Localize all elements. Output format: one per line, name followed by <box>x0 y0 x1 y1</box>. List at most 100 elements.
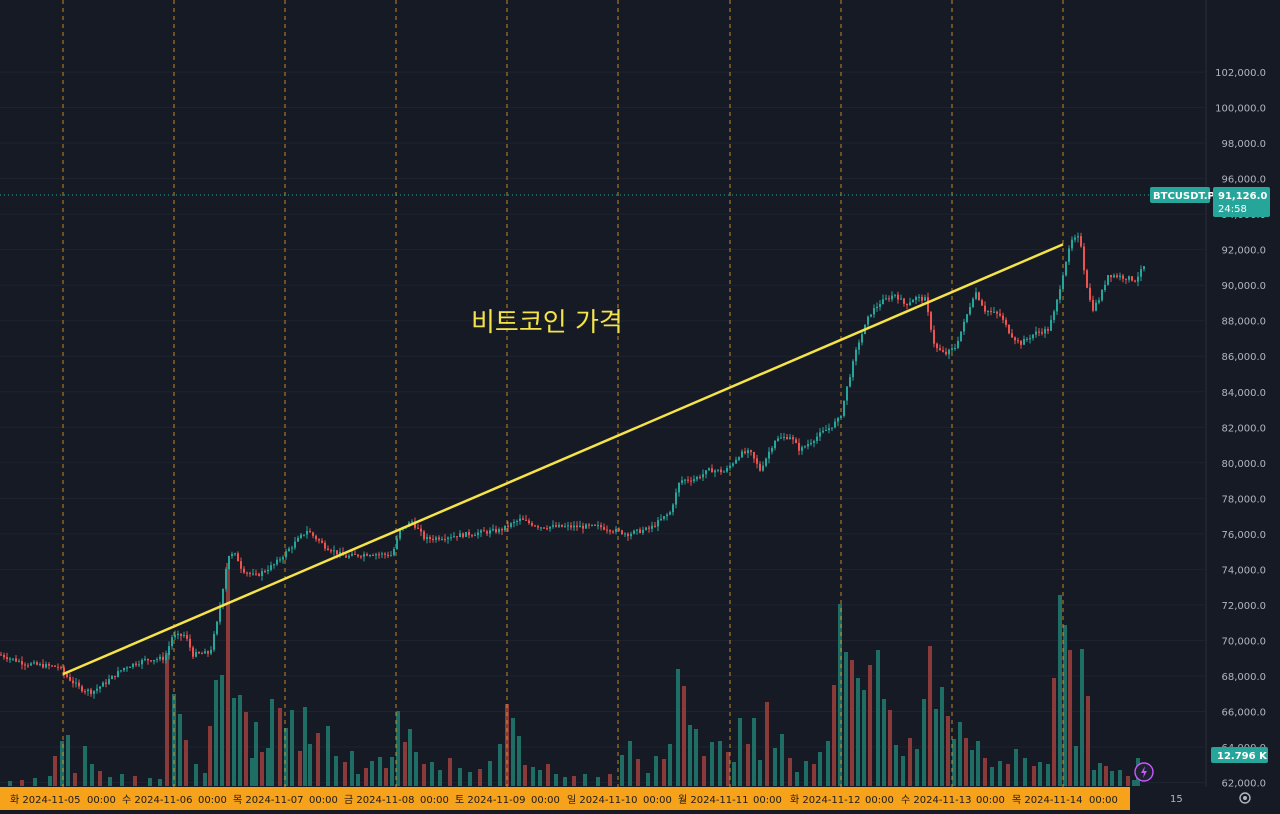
volume-bar <box>430 762 434 786</box>
candle-body <box>399 529 401 539</box>
x-tick-label: 일 2024-11-10 <box>567 794 638 806</box>
candle-body <box>768 451 770 459</box>
candle-body <box>936 343 938 349</box>
time-axis[interactable]: 화 2024-11-05 00:00 수 2024-11-06 00:00 목 2024… <box>10 794 1118 806</box>
x-tick-label: 00:00 <box>531 795 560 806</box>
candle-body <box>72 680 74 684</box>
candle-body <box>777 438 779 441</box>
volume-bar <box>194 764 198 786</box>
volume-bar <box>316 733 320 786</box>
candle-body <box>1086 270 1088 288</box>
settings-gear-icon[interactable] <box>1239 792 1251 804</box>
candle-body <box>1059 289 1061 300</box>
candle-body <box>912 299 914 303</box>
candle-body <box>732 463 734 466</box>
candle-body <box>603 527 605 530</box>
volume-bar <box>458 768 462 786</box>
volume-bar <box>343 762 347 786</box>
candle-body <box>1068 248 1070 262</box>
candle-body <box>306 530 308 535</box>
candle-body <box>252 573 254 575</box>
candle-body <box>144 658 146 660</box>
volume-bar <box>364 768 368 786</box>
candle-body <box>174 635 176 638</box>
annotation-text[interactable]: 비트코인 가격 <box>471 308 623 338</box>
candle-body <box>132 663 134 667</box>
volume-bar <box>654 756 658 786</box>
candle-body <box>516 520 518 522</box>
candle-body <box>1104 284 1106 290</box>
candle-body <box>606 529 608 531</box>
x-tick-label: 화 2024-11-05 <box>10 794 81 806</box>
candle-body <box>240 561 242 569</box>
axis-footer-label[interactable]: 15 <box>1170 794 1183 805</box>
volume-bar <box>403 742 407 786</box>
lightning-icon-glyph <box>1141 766 1147 778</box>
candle-body <box>588 524 590 526</box>
candle-body <box>54 665 56 667</box>
candle-body <box>369 555 371 557</box>
volume-bar <box>53 756 57 786</box>
candle-body <box>780 437 782 439</box>
volume-bar <box>266 748 270 786</box>
trendline[interactable] <box>62 243 1064 676</box>
candle-body <box>360 556 362 558</box>
volume-bar <box>1098 763 1102 786</box>
candle-body <box>750 450 752 453</box>
candle-body <box>618 528 620 531</box>
symbol-label: BTCUSDT.P <box>1153 191 1215 202</box>
candle-body <box>363 554 365 557</box>
volume-bar <box>214 680 218 786</box>
candle-body <box>1038 331 1040 333</box>
candle-body <box>879 304 881 307</box>
candle-body <box>807 444 809 447</box>
candle-body <box>384 553 386 555</box>
volume-bar <box>238 695 242 786</box>
volume-bar <box>278 708 282 786</box>
candle-body <box>822 430 824 433</box>
volume-bar <box>1080 649 1084 786</box>
candle-body <box>420 528 422 532</box>
volume-bar <box>976 741 980 786</box>
volume-bar <box>1063 625 1067 786</box>
y-tick-label: 66,000.0 <box>1221 707 1266 718</box>
volume-bar <box>298 751 302 786</box>
volume-bar <box>538 770 542 786</box>
candle-body <box>1044 329 1046 334</box>
candle-body <box>165 655 167 661</box>
candle-body <box>813 440 815 443</box>
candle-body <box>972 298 974 308</box>
candle-body <box>1134 280 1136 282</box>
volume-bar <box>1092 770 1096 786</box>
candle-body <box>162 656 164 661</box>
volume-bar <box>98 771 102 786</box>
candle-body <box>1131 276 1133 281</box>
volume-bar <box>583 774 587 786</box>
volume-bar <box>172 694 176 786</box>
candle-body <box>141 659 143 665</box>
volume-value-label: 12.796 K <box>1217 751 1268 762</box>
candle-body <box>234 553 236 555</box>
candle-body <box>855 349 857 362</box>
price-axis[interactable]: 62,000.064,000.066,000.068,000.070,000.0… <box>1215 68 1266 789</box>
volume-bar <box>448 758 452 786</box>
x-tick-label: 00:00 <box>753 795 782 806</box>
y-tick-label: 62,000.0 <box>1221 778 1266 789</box>
candle-body <box>942 350 944 352</box>
volume-bar <box>788 758 792 786</box>
volume-bar <box>694 729 698 786</box>
candle-body <box>1017 340 1019 342</box>
trendline-segment[interactable] <box>62 243 1064 676</box>
volume-bar <box>688 725 692 786</box>
volume-bar <box>546 764 550 786</box>
candle-body <box>81 686 83 692</box>
volume-bar <box>773 748 777 786</box>
volume-bar <box>158 779 162 786</box>
candle-body <box>567 525 569 527</box>
candle-body <box>798 442 800 451</box>
candle-body <box>237 553 239 562</box>
volume-bar <box>608 774 612 786</box>
volume-bar <box>983 758 987 786</box>
candle-body <box>705 470 707 475</box>
